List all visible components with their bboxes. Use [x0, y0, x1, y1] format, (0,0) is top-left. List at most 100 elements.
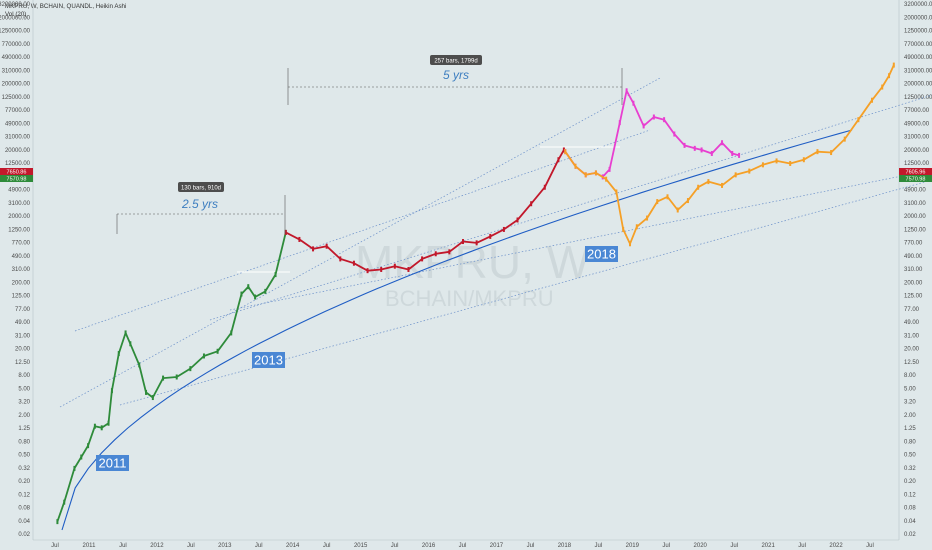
x-tick-label: 2020: [694, 543, 708, 549]
candle-mark: [686, 198, 689, 204]
y-tick-label-right: 200.00: [904, 280, 923, 286]
x-tick-label: 2022: [829, 543, 843, 549]
x-tick-label: Jul: [459, 543, 467, 549]
x-tick-label: 2017: [490, 543, 504, 549]
y-tick-label-right: 31.00: [904, 333, 920, 339]
candle-mark: [775, 158, 778, 164]
y-tick-label-left: 0.50: [18, 453, 30, 459]
candle-mark: [530, 201, 533, 207]
y-tick-label-right: 0.20: [904, 479, 916, 485]
price-tag-right-label: 7570.98: [906, 177, 926, 183]
y-tick-label-left: 31000.00: [5, 135, 31, 141]
candle-mark: [352, 260, 355, 266]
y-tick-label-left: 20000.00: [5, 148, 31, 154]
candle-mark: [107, 420, 110, 426]
candle-mark: [339, 256, 342, 262]
candle-mark: [738, 152, 741, 158]
y-tick-label-left: 8.00: [18, 373, 30, 379]
candle-mark: [761, 162, 764, 168]
candle-mark: [562, 147, 565, 153]
x-tick-label: 2011: [83, 543, 97, 549]
price-series: [564, 89, 740, 178]
y-tick-label-left: 1250000.00: [0, 29, 31, 35]
candle-mark: [325, 243, 328, 249]
y-tick-label-right: 0.02: [904, 532, 916, 538]
candle-mark: [124, 330, 127, 336]
x-tick-label: Jul: [866, 543, 874, 549]
candle-mark: [516, 217, 519, 223]
candle-mark: [666, 194, 669, 200]
year-tag: [96, 455, 129, 471]
measure-badge-label: 257 bars, 1799d: [434, 59, 477, 65]
y-tick-label-left: 200.00: [12, 280, 31, 286]
year-tag-label: 2011: [99, 456, 127, 471]
watermark-source: BCHAIN/MKPRU: [385, 286, 554, 311]
candle-mark: [673, 131, 676, 137]
x-tick-label: 2015: [354, 543, 368, 549]
candle-mark: [734, 172, 737, 178]
candle-mark: [421, 256, 424, 262]
y-tick-label-left: 49000.00: [5, 121, 31, 127]
price-series: [285, 149, 565, 272]
y-tick-label-right: 77000.00: [904, 108, 930, 114]
x-tick-label: Jul: [594, 543, 602, 549]
y-tick-label-right: 0.12: [904, 492, 916, 498]
candle-mark: [462, 239, 464, 245]
y-tick-label-right: 3.20: [904, 400, 916, 406]
y-tick-label-left: 3100.00: [8, 201, 30, 207]
price-tag-left: [0, 168, 33, 175]
y-tick-label-left: 2000000.00: [0, 15, 31, 21]
y-tick-label-left: 0.02: [18, 532, 30, 538]
candle-mark: [100, 425, 103, 431]
candle-mark: [264, 288, 267, 294]
y-tick-label-right: 31000.00: [904, 135, 930, 141]
trend-line: [74, 129, 651, 332]
candle-mark: [230, 330, 233, 336]
x-tick-label: Jul: [730, 543, 738, 549]
y-tick-label-left: 310.00: [12, 267, 31, 273]
candle-mark: [731, 150, 734, 156]
y-tick-label-left: 490000.00: [2, 55, 31, 61]
candle-mark: [642, 123, 645, 129]
candle-mark: [629, 241, 632, 247]
candle-mark: [202, 353, 205, 359]
candle-mark: [881, 84, 884, 90]
candle-mark: [117, 351, 120, 357]
candle-mark: [73, 465, 76, 471]
candle-mark: [110, 388, 113, 394]
candle-mark: [594, 170, 597, 176]
candle-mark: [584, 172, 587, 178]
y-tick-label-left: 5.00: [18, 386, 30, 392]
y-tick-label-right: 3100.00: [904, 201, 926, 207]
candle-mark: [284, 229, 287, 235]
candle-mark: [56, 519, 59, 525]
candle-mark: [93, 423, 96, 429]
y-tick-label-right: 20000.00: [904, 148, 930, 154]
y-tick-label-right: 12.50: [904, 360, 920, 366]
y-tick-label-right: 0.04: [904, 519, 916, 525]
candle-mark: [475, 240, 478, 246]
candle-mark: [830, 150, 833, 156]
candle-mark: [608, 166, 611, 172]
y-tick-label-left: 0.32: [18, 466, 30, 472]
y-tick-label-left: 12.50: [15, 360, 31, 366]
y-tick-label-right: 3200000.00: [904, 2, 932, 8]
year-tag: [585, 246, 618, 262]
y-tick-label-left: 2.00: [18, 413, 30, 419]
duration-label: 5 yrs: [443, 68, 469, 82]
candle-mark: [615, 189, 618, 195]
y-tick-label-left: 1.25: [18, 426, 30, 432]
candle-mark: [502, 226, 505, 232]
y-tick-label-right: 1250.00: [904, 227, 926, 233]
candle-mark: [216, 348, 219, 354]
candle-mark: [646, 215, 649, 221]
candle-mark: [857, 117, 860, 123]
candle-mark: [189, 366, 192, 372]
x-tick-label: Jul: [187, 543, 195, 549]
candle-mark: [434, 251, 437, 257]
year-tag-label: 2018: [587, 247, 616, 262]
y-tick-label-left: 49.00: [15, 320, 31, 326]
x-tick-label: 2012: [150, 543, 164, 549]
candle-mark: [663, 117, 666, 123]
